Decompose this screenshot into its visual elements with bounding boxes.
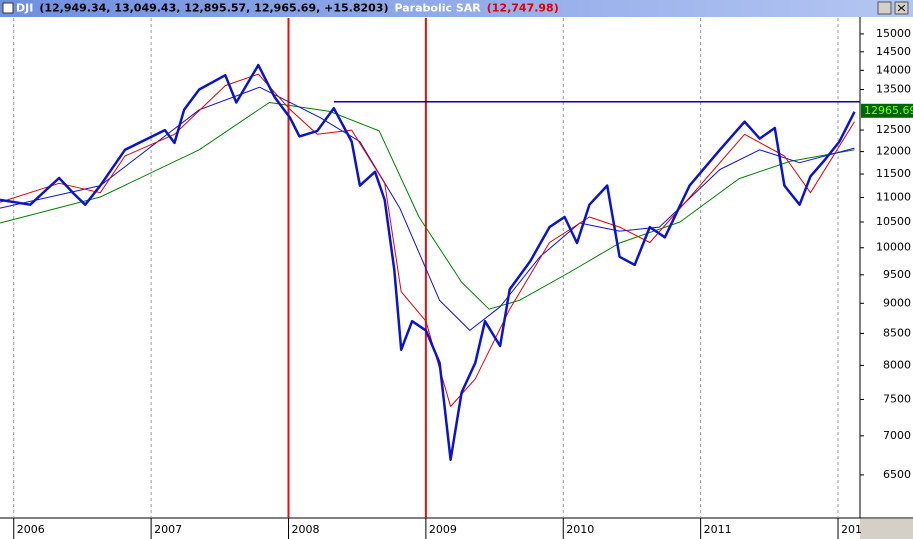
header-icon (2, 2, 14, 14)
series-line (0, 73, 855, 407)
y-tick-label: 7000 (883, 429, 911, 442)
restore-button[interactable] (877, 1, 892, 15)
y-tick-label: 8000 (883, 358, 911, 371)
x-tick-label: 2006 (17, 523, 45, 536)
x-tick-label: 2010 (566, 523, 594, 536)
y-tick-label: 13500 (876, 82, 911, 95)
symbol: DJI (16, 2, 33, 15)
x-tick-label: 201 (841, 523, 862, 536)
corner (860, 519, 913, 539)
x-tick-label: 2011 (704, 523, 732, 536)
y-tick-label: 12500 (876, 123, 911, 136)
y-tick-label: 9000 (883, 296, 911, 309)
series-line (0, 86, 855, 331)
y-tick-label: 11500 (876, 167, 911, 180)
indicator-value: (12,747.98) (487, 2, 559, 15)
series-line (0, 102, 855, 310)
y-tick-label: 10000 (876, 241, 911, 254)
quote: (12,949.34, 13,049.43, 12,895.57, 12,965… (39, 2, 388, 15)
x-tick-label: 2008 (291, 523, 319, 536)
y-tick-label: 6500 (883, 468, 911, 481)
header-bar (0, 0, 913, 17)
x-tick-label: 2009 (429, 523, 457, 536)
y-tick-label: 14500 (876, 45, 911, 58)
y-tick-label: 10500 (876, 215, 911, 228)
y-tick-label: 14000 (876, 63, 911, 76)
y-tick-label: 15000 (876, 27, 911, 40)
y-tick-label: 11000 (876, 190, 911, 203)
y-tick-label: 9500 (883, 268, 911, 281)
last-value-box (861, 103, 913, 118)
y-tick-label: 12000 (876, 145, 911, 158)
close-icon (897, 4, 906, 12)
indicator: Parabolic SAR (394, 2, 481, 15)
series-line (0, 63, 856, 461)
y-tick-label: 8500 (883, 326, 911, 339)
plot (0, 18, 860, 518)
y-tick-label: 7500 (883, 392, 911, 405)
x-tick-label: 2007 (154, 523, 182, 536)
last-value-label: 12965.69 (864, 104, 913, 117)
